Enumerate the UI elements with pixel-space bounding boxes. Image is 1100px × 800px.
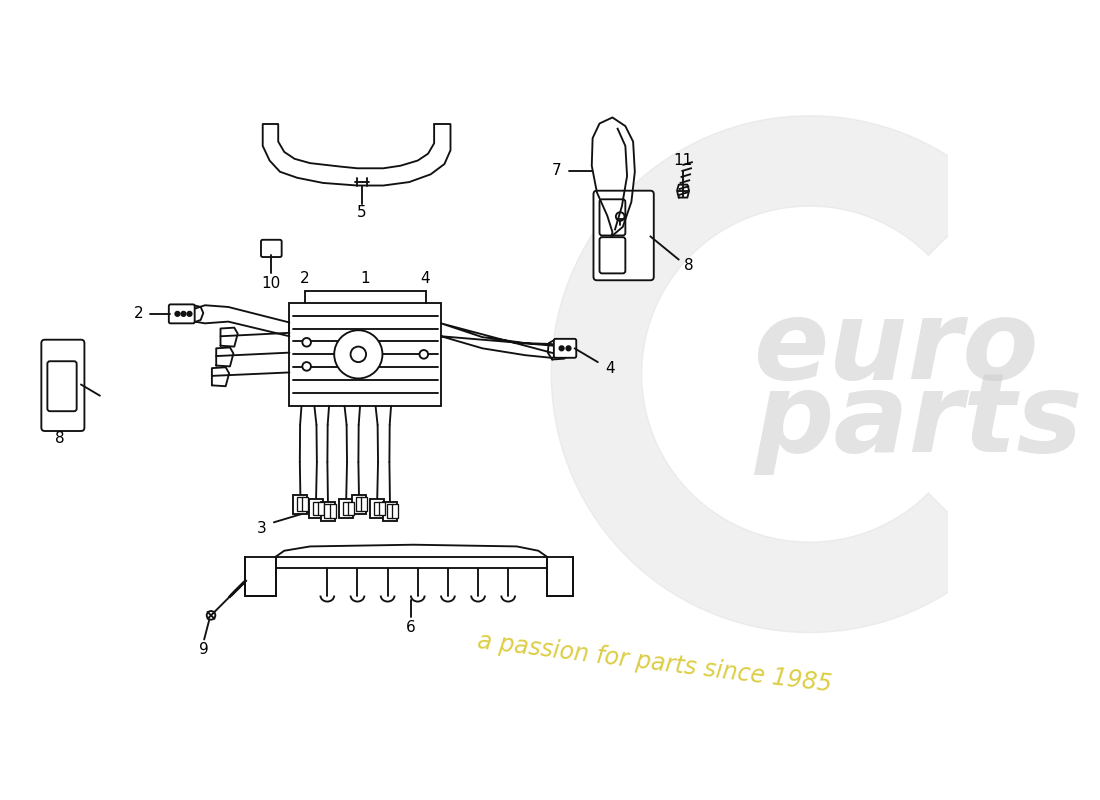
- Bar: [339, 499, 353, 518]
- Text: 2: 2: [134, 306, 143, 322]
- Circle shape: [182, 312, 186, 316]
- FancyBboxPatch shape: [168, 304, 195, 323]
- Bar: [383, 502, 397, 521]
- Text: 11: 11: [673, 153, 693, 168]
- Bar: [302, 498, 308, 511]
- Circle shape: [566, 346, 571, 350]
- Text: 8: 8: [55, 431, 65, 446]
- Circle shape: [207, 611, 216, 620]
- FancyBboxPatch shape: [47, 362, 77, 411]
- Bar: [378, 502, 385, 515]
- Bar: [294, 494, 307, 514]
- Polygon shape: [441, 323, 564, 358]
- Bar: [352, 494, 366, 514]
- Text: 4: 4: [605, 361, 615, 376]
- Text: 5: 5: [358, 205, 366, 220]
- Polygon shape: [220, 328, 238, 346]
- Bar: [348, 502, 354, 515]
- Bar: [297, 498, 302, 511]
- FancyBboxPatch shape: [261, 240, 282, 257]
- Polygon shape: [676, 185, 689, 198]
- Text: 8: 8: [684, 258, 694, 273]
- Bar: [309, 499, 323, 518]
- Bar: [330, 504, 336, 518]
- FancyBboxPatch shape: [600, 238, 625, 274]
- Text: 2: 2: [300, 271, 310, 286]
- Circle shape: [419, 350, 428, 358]
- Circle shape: [560, 346, 564, 350]
- Polygon shape: [548, 339, 573, 359]
- Bar: [318, 502, 323, 515]
- Polygon shape: [551, 116, 992, 633]
- Text: 1: 1: [361, 271, 370, 286]
- FancyBboxPatch shape: [42, 340, 85, 431]
- Polygon shape: [212, 367, 229, 386]
- Bar: [392, 504, 398, 518]
- Text: 7: 7: [551, 163, 561, 178]
- Text: 6: 6: [406, 620, 416, 635]
- FancyBboxPatch shape: [554, 339, 576, 358]
- Bar: [371, 499, 384, 518]
- Polygon shape: [186, 306, 204, 322]
- Circle shape: [302, 362, 311, 370]
- Text: 10: 10: [262, 276, 280, 291]
- Circle shape: [302, 338, 311, 346]
- Bar: [312, 502, 319, 515]
- Circle shape: [351, 346, 366, 362]
- Text: a passion for parts since 1985: a passion for parts since 1985: [476, 629, 833, 696]
- Polygon shape: [217, 347, 233, 366]
- Bar: [289, 302, 441, 406]
- Bar: [361, 498, 366, 511]
- Bar: [547, 557, 573, 596]
- Bar: [324, 504, 330, 518]
- FancyBboxPatch shape: [600, 199, 625, 235]
- Circle shape: [334, 330, 383, 378]
- Circle shape: [175, 312, 179, 316]
- Bar: [386, 504, 393, 518]
- Circle shape: [616, 212, 625, 221]
- Bar: [343, 502, 349, 515]
- Text: 3: 3: [257, 521, 266, 536]
- Polygon shape: [592, 118, 635, 236]
- Text: 4: 4: [420, 271, 430, 286]
- Bar: [355, 498, 362, 511]
- Text: parts: parts: [754, 368, 1082, 475]
- Text: euro: euro: [754, 295, 1040, 402]
- Bar: [245, 557, 276, 596]
- FancyBboxPatch shape: [594, 190, 653, 280]
- Circle shape: [187, 312, 191, 316]
- Bar: [321, 502, 334, 521]
- Text: 9: 9: [199, 642, 209, 658]
- Bar: [374, 502, 379, 515]
